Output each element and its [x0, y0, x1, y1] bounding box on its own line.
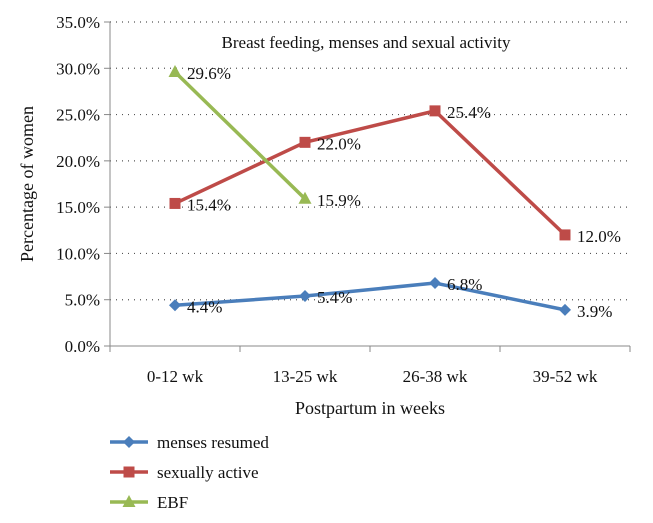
chart-title: Breast feeding, menses and sexual activi…: [222, 33, 511, 52]
series-EBF: 29.6% 15.9%: [168, 64, 361, 210]
data-point-marker: [299, 290, 311, 303]
x-axis-label: Postpartum in weeks: [295, 398, 445, 418]
y-tick-label: 10.0%: [56, 244, 100, 263]
y-axis-ticks: 0.0% 5.0% 10.0% 15.0% 20.0% 25.0% 30.0% 35.0%: [56, 13, 110, 356]
series-layer: 4.4% 5.4% 6.8% 3.9% 15.4% 22.0% 25.4% 12.0% 29.6…: [168, 64, 621, 321]
data-point-marker: [168, 64, 182, 77]
series-line: [173, 70, 307, 201]
data-label: 22.0%: [317, 134, 361, 153]
data-label: 25.4%: [447, 103, 491, 122]
data-point-marker: [169, 299, 181, 312]
y-tick-label: 30.0%: [56, 59, 100, 78]
data-point-marker: [559, 229, 571, 241]
y-axis-label: Percentage of women: [17, 106, 37, 262]
y-tick-label: 20.0%: [56, 152, 100, 171]
data-label: 15.4%: [187, 195, 231, 214]
x-tick-label: 39-52 wk: [533, 367, 598, 386]
data-label: 15.9%: [317, 191, 361, 210]
y-tick-label: 35.0%: [56, 13, 100, 32]
legend-item: menses resumed: [110, 433, 269, 452]
series-line: [174, 109, 567, 237]
data-point-marker: [169, 197, 181, 209]
series-menses-resumed: 4.4% 5.4% 6.8% 3.9%: [169, 275, 612, 321]
series-sexually-active: 15.4% 22.0% 25.4% 12.0%: [169, 103, 621, 246]
data-label: 3.9%: [577, 302, 612, 321]
legend-marker: [122, 495, 136, 507]
data-label: 12.0%: [577, 227, 621, 246]
data-label: 4.4%: [187, 297, 222, 316]
data-point-marker: [429, 105, 441, 117]
x-axis-ticks: 0-12 wk 13-25 wk 26-38 wk 39-52 wk: [109, 346, 631, 386]
y-tick-label: 5.0%: [65, 291, 100, 310]
data-point-marker: [299, 136, 311, 148]
legend-marker: [123, 466, 135, 478]
y-tick-label: 0.0%: [65, 337, 100, 356]
data-point-marker: [298, 191, 312, 204]
data-label: 5.4%: [317, 288, 352, 307]
legend-label: EBF: [157, 493, 188, 512]
legend-label: sexually active: [157, 463, 259, 482]
x-tick-label: 26-38 wk: [403, 367, 468, 386]
x-tick-label: 0-12 wk: [147, 367, 204, 386]
legend-item: sexually active: [110, 463, 259, 482]
legend-item: EBF: [110, 493, 188, 512]
data-label: 6.8%: [447, 275, 482, 294]
series-line: [174, 281, 566, 312]
y-tick-label: 25.0%: [56, 106, 100, 125]
x-tick-label: 13-25 wk: [273, 367, 338, 386]
legend-label: menses resumed: [157, 433, 269, 452]
legend: menses resumed sexually active EBF: [110, 433, 269, 512]
data-point-marker: [429, 277, 441, 290]
data-label: 29.6%: [187, 64, 231, 83]
legend-marker: [123, 436, 135, 448]
data-point-marker: [559, 303, 571, 316]
y-tick-label: 15.0%: [56, 198, 100, 217]
